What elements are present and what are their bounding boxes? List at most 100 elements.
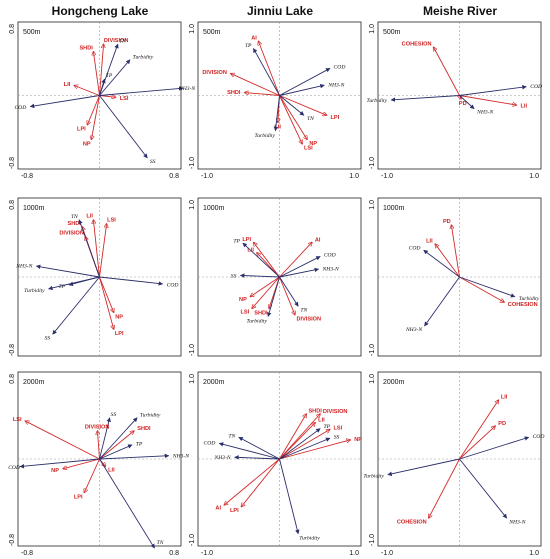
landscape-label-np: NP	[83, 142, 91, 148]
env-label-nh3-n: NH3-N	[15, 263, 32, 269]
x-tick-label: -0.8	[21, 550, 33, 557]
env-vector-cod	[279, 67, 331, 96]
env-vector-turbidity	[267, 276, 280, 317]
buffer-scale-label: 500m	[203, 29, 221, 36]
landscape-label-lsi: LSI	[304, 146, 313, 152]
landscape-label-lpi: LPI	[74, 494, 83, 500]
env-vector-nh3-n	[279, 83, 325, 96]
env-label-tp: TP	[245, 43, 252, 49]
landscape-vector-division	[97, 431, 99, 460]
env-vector-turbidity	[387, 458, 460, 476]
env-vector-nh3-n	[99, 453, 170, 460]
landscape-vector-shdi	[244, 93, 280, 96]
landscape-vector-pd	[451, 225, 460, 278]
landscape-vector-lpi	[253, 242, 280, 278]
env-vector-cod	[459, 84, 527, 96]
landscape-label-lsi: LSI	[107, 218, 116, 224]
y-tick-label: -1.0	[189, 344, 196, 356]
y-tick-label: -1.0	[189, 534, 196, 546]
env-label-tn: TN	[300, 308, 307, 314]
env-vector-tn	[238, 436, 280, 460]
landscape-vector-division	[99, 44, 104, 96]
landscape-label-division: DIVISION	[85, 425, 110, 431]
env-label-turbidity: Turbidity	[363, 474, 384, 480]
env-vector-turbidity	[390, 95, 460, 102]
landscape-label-ai: AI	[215, 506, 221, 512]
env-vector-tp	[99, 78, 106, 96]
buffer-scale-label: 2000m	[23, 379, 45, 386]
landscape-vector-lii	[435, 244, 460, 278]
landscape-label-shdi: SHDI	[227, 90, 241, 96]
landscape-vector-lii	[93, 220, 100, 278]
x-tick-label: 1.0	[529, 550, 539, 557]
env-label-ss: SS	[150, 159, 156, 165]
env-label-ss: SS	[45, 335, 51, 341]
env-label-cod: COD	[204, 440, 216, 446]
landscape-label-lsi: LSI	[240, 310, 249, 316]
y-tick-label: -1.0	[369, 534, 376, 546]
env-label-tp: TP	[136, 441, 143, 447]
landscape-label-cohesion: COHESION	[402, 41, 432, 47]
env-label-turbidity: Turbidity	[254, 133, 275, 139]
rda-panel-hongcheng-lake-2000m: 2000m 0.8 -0.8 -0.8 0.8 LSI DIVISION SHDI NP LII L…	[8, 371, 189, 557]
landscape-label-ai: AI	[251, 35, 257, 41]
env-vector-cod	[99, 276, 164, 286]
y-tick-label: 0.8	[9, 200, 16, 210]
landscape-label-lii: LII	[318, 418, 325, 424]
y-tick-label: 1.0	[189, 374, 196, 384]
landscape-vector-lpi	[279, 95, 327, 116]
landscape-label-np: NP	[51, 468, 59, 474]
landscape-label-lpi: LPI	[330, 115, 339, 121]
env-vector-turbidity	[99, 417, 138, 460]
env-vector-turbidity	[279, 458, 300, 535]
env-vector-cod	[19, 458, 100, 469]
landscape-vector-lpi	[87, 95, 100, 125]
y-tick-label: 0.8	[9, 374, 16, 384]
landscape-label-division: DIVISION	[202, 70, 227, 76]
env-label-tn: TN	[228, 433, 235, 439]
env-label-cod: COD	[533, 434, 545, 440]
x-tick-label: 1.0	[529, 173, 539, 180]
landscape-label-pd: PD	[443, 219, 451, 225]
env-label-nh3-n: NH3-N	[327, 82, 344, 88]
env-label-tn: TN	[119, 38, 126, 44]
landscape-label-lii: LII	[501, 395, 508, 401]
env-vector-nh3-n	[234, 455, 280, 460]
landscape-label-division: DIVISION	[104, 38, 129, 44]
env-vector-tn	[279, 95, 305, 116]
x-tick-label: 1.0	[349, 173, 359, 180]
env-label-nh3-n: NH3-N	[405, 327, 422, 333]
landscape-vector-lpi	[99, 276, 114, 329]
landscape-label-pd: PD	[459, 101, 467, 107]
env-label-tn: TN	[307, 116, 314, 122]
y-tick-label: -1.0	[369, 157, 376, 169]
landscape-label-lsi: LSI	[120, 96, 129, 102]
landscape-label-lsi: LSI	[13, 417, 22, 423]
env-label-cod: COD	[167, 282, 179, 288]
env-vector-ss	[99, 95, 148, 159]
landscape-label-shdi: SHDI	[79, 45, 93, 51]
rda-panel-hongcheng-lake-500m: 500m 0.8 -0.8 -0.8 0.8 SHDI DIVISION LII LSI LPI N…	[9, 21, 195, 180]
y-tick-label: 1.0	[189, 200, 196, 210]
x-tick-label: -1.0	[201, 173, 213, 180]
landscape-vector-cohesion	[433, 47, 460, 96]
landscape-label-shdi: SHDI	[68, 221, 82, 227]
landscape-vector-np	[279, 95, 308, 140]
landscape-label-lpi: LPI	[242, 237, 251, 243]
x-tick-label: 0.8	[169, 550, 179, 557]
rda-panel-meishe-river-500m: 500m 1.0 -1.0 -1.0 1.0 COHESION PD LII COD Turbid…	[367, 21, 542, 180]
env-label-nh3-n: NH3-N	[322, 266, 339, 272]
landscape-vector-pd	[459, 426, 496, 460]
env-label-tp: TP	[106, 73, 113, 79]
y-tick-label: -1.0	[369, 344, 376, 356]
rda-panel-hongcheng-lake-1000m: 1000m 0.8 -0.8 SHDI LII LSI DIVISION NP LPI TN NH3…	[9, 197, 182, 357]
x-tick-label: -0.8	[21, 173, 33, 180]
y-tick-label: 1.0	[189, 24, 196, 34]
env-vector-cod	[423, 249, 460, 278]
landscape-label-np: NP	[239, 297, 247, 303]
env-vector-turbidity	[99, 59, 131, 96]
env-label-nh3-n: NH3-N	[172, 454, 189, 460]
env-label-ss: SS	[334, 435, 340, 441]
